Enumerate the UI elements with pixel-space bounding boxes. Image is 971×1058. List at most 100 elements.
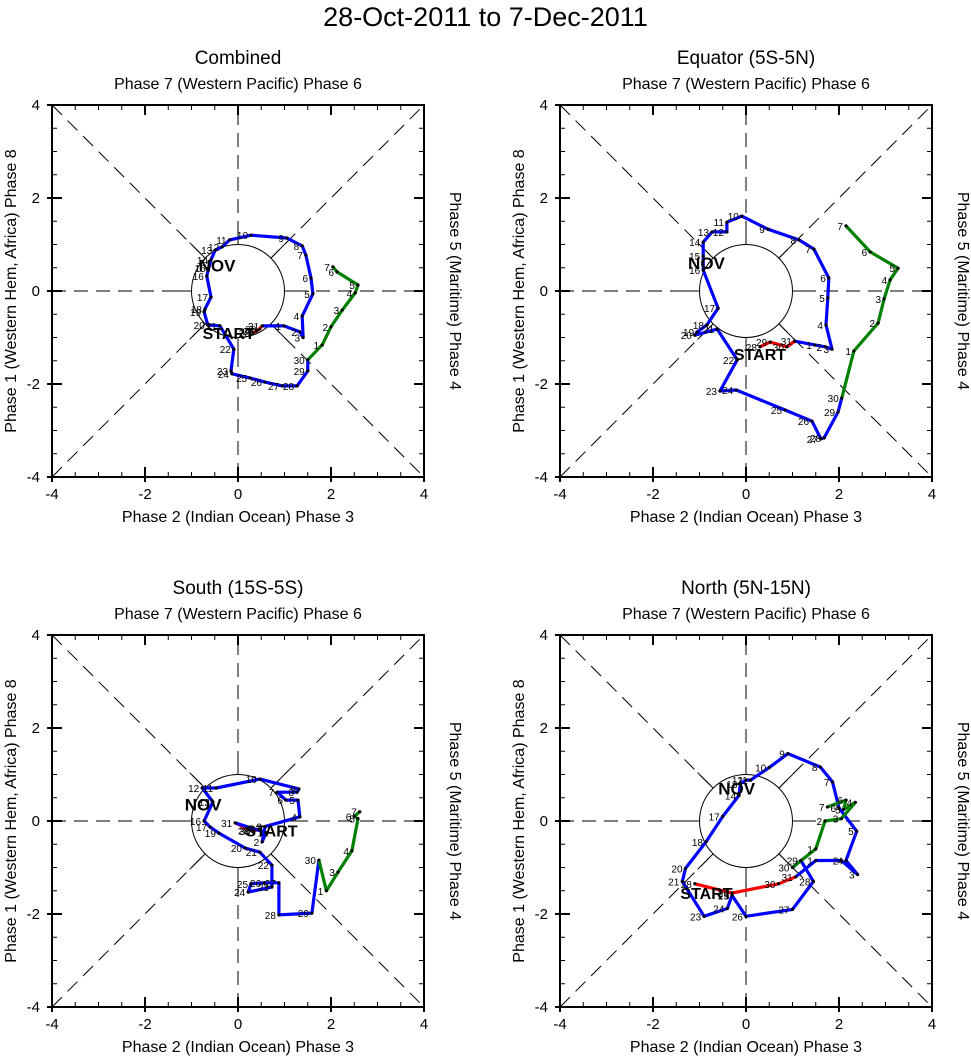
data-point — [825, 805, 829, 809]
data-point — [811, 879, 816, 884]
day-label: 16 — [689, 266, 701, 277]
day-label: 29 — [718, 889, 730, 900]
day-label: 1 — [318, 887, 324, 898]
day-label: 5 — [349, 815, 355, 826]
day-label: 1 — [806, 341, 812, 352]
day-label: 11 — [737, 776, 748, 787]
day-label: 21 — [206, 322, 218, 333]
data-point — [263, 380, 267, 384]
data-point — [730, 891, 734, 895]
data-point — [823, 819, 827, 823]
data-point — [768, 340, 772, 344]
data-point — [200, 786, 204, 790]
day-label: 25 — [236, 374, 248, 385]
y-tick-label: -2 — [535, 906, 548, 923]
day-label: 26 — [732, 912, 744, 923]
day-label: 7 — [819, 803, 825, 814]
day-label: 2 — [254, 838, 260, 849]
day-label: 22 — [723, 356, 735, 367]
data-point — [740, 214, 744, 218]
data-point — [683, 866, 688, 871]
day-label: 29 — [787, 857, 799, 868]
day-label: 20 — [671, 864, 683, 875]
x-tick-label: 2 — [835, 486, 843, 503]
circle-tick — [697, 853, 714, 870]
data-point — [705, 323, 709, 327]
day-label: 5 — [349, 281, 355, 292]
day-label: 9 — [779, 750, 785, 761]
data-point — [744, 778, 748, 782]
data-point — [701, 240, 705, 244]
day-label: 17 — [196, 823, 208, 834]
data-point — [209, 295, 213, 299]
data-point — [766, 227, 770, 231]
circle-tick — [189, 242, 206, 259]
day-label: 17 — [197, 293, 209, 304]
data-point — [208, 825, 212, 829]
data-point — [257, 827, 261, 831]
day-label: 4 — [847, 798, 853, 809]
data-point — [836, 410, 840, 414]
data-point — [298, 815, 302, 819]
day-label: 14 — [725, 791, 737, 802]
series-line-dec — [840, 224, 900, 399]
data-point — [220, 245, 224, 249]
day-label: 10 — [237, 231, 249, 242]
day-label: 13 — [726, 780, 738, 791]
x-tick-label: 0 — [742, 486, 750, 503]
circle-tick — [697, 242, 714, 259]
data-point — [260, 840, 264, 844]
day-label: 5 — [889, 264, 895, 275]
x-tick-label: -4 — [553, 1016, 566, 1033]
data-point — [233, 821, 237, 825]
data-point — [230, 372, 234, 376]
y-tick-label: 4 — [32, 97, 40, 114]
data-point — [790, 865, 795, 870]
day-label: 30 — [778, 864, 790, 875]
day-label: 24 — [218, 370, 230, 381]
data-point — [701, 254, 705, 258]
data-point — [783, 408, 787, 412]
day-label: 5 — [289, 796, 295, 807]
day-label: 1 — [275, 322, 281, 333]
x-tick-label: -4 — [553, 486, 566, 503]
circle-tick — [778, 772, 795, 789]
data-point — [329, 325, 333, 329]
day-label: 30 — [764, 880, 776, 891]
day-label: 28 — [283, 382, 295, 393]
data-point — [258, 777, 262, 781]
month-label-nov: NOV — [199, 256, 237, 275]
data-point — [229, 369, 233, 373]
day-label: 30 — [828, 394, 840, 405]
data-point — [852, 349, 856, 353]
series-line-dec — [306, 265, 360, 361]
circle-tick — [189, 853, 206, 870]
data-point — [296, 798, 300, 802]
day-label: 22 — [220, 345, 232, 356]
data-point — [853, 800, 857, 805]
day-label: 10 — [728, 212, 740, 223]
data-point — [264, 831, 268, 835]
day-label: 3 — [329, 868, 335, 879]
data-point — [277, 913, 281, 917]
day-label: 3 — [849, 870, 855, 881]
day-label: 13 — [201, 246, 213, 257]
day-label: 6 — [302, 274, 308, 285]
day-label: 28 — [239, 329, 251, 340]
right-axis-label: Phase 5 (Maritime) Phase 4 — [446, 192, 463, 390]
day-label: 12 — [208, 243, 220, 254]
y-tick-label: -4 — [535, 469, 548, 486]
y-tick-label: -2 — [27, 906, 40, 923]
data-point — [251, 331, 255, 335]
panel-north: North (5N-15N) Phase 7 (Western Pacific) … — [511, 578, 971, 1056]
data-point — [280, 384, 284, 388]
day-label: 7 — [268, 788, 274, 799]
top-axis-label: Phase 7 (Western Pacific) Phase 6 — [114, 606, 362, 623]
day-label: 1 — [257, 829, 263, 840]
day-label: 3 — [295, 334, 301, 345]
data-point — [785, 345, 789, 349]
day-label: 11 — [203, 784, 214, 795]
y-tick-label: -2 — [27, 376, 40, 393]
data-point — [262, 881, 266, 885]
